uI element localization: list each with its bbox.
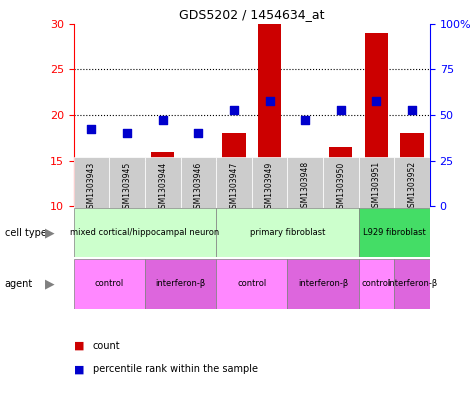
Bar xyxy=(294,174,317,206)
Text: agent: agent xyxy=(5,279,33,289)
Text: mixed cortical/hippocampal neuron: mixed cortical/hippocampal neuron xyxy=(70,228,219,237)
Text: primary fibroblast: primary fibroblast xyxy=(250,228,325,237)
Bar xyxy=(400,133,424,206)
Bar xyxy=(216,208,359,257)
Text: interferon-β: interferon-β xyxy=(387,279,437,288)
Text: control: control xyxy=(95,279,124,288)
Text: interferon-β: interferon-β xyxy=(155,279,206,288)
Text: control: control xyxy=(362,279,391,288)
Bar xyxy=(187,197,210,206)
Text: GSM1303947: GSM1303947 xyxy=(229,161,238,213)
Text: ▶: ▶ xyxy=(45,226,55,239)
Bar xyxy=(252,157,287,208)
Bar xyxy=(180,157,216,208)
Bar xyxy=(80,179,103,206)
Text: interferon-β: interferon-β xyxy=(298,279,348,288)
Text: GSM1303952: GSM1303952 xyxy=(408,161,417,212)
Text: GSM1303944: GSM1303944 xyxy=(158,161,167,213)
Point xyxy=(266,98,274,105)
Point xyxy=(372,98,380,105)
Title: GDS5202 / 1454634_at: GDS5202 / 1454634_at xyxy=(179,8,324,21)
Bar xyxy=(329,147,352,206)
Point xyxy=(230,107,238,114)
Text: ■: ■ xyxy=(74,341,84,351)
Text: percentile rank within the sample: percentile rank within the sample xyxy=(93,364,257,375)
Bar xyxy=(151,151,174,206)
Text: GSM1303949: GSM1303949 xyxy=(265,161,274,213)
Bar xyxy=(359,208,430,257)
Point xyxy=(408,107,416,114)
Text: ▶: ▶ xyxy=(45,277,55,290)
Text: GSM1303946: GSM1303946 xyxy=(194,161,203,213)
Point xyxy=(87,125,95,132)
Point xyxy=(195,130,202,136)
Text: ■: ■ xyxy=(74,364,84,375)
Text: count: count xyxy=(93,341,120,351)
Bar xyxy=(287,259,359,309)
Bar xyxy=(74,157,109,208)
Text: GSM1303951: GSM1303951 xyxy=(372,161,381,212)
Bar xyxy=(365,33,388,206)
Point xyxy=(159,116,166,123)
Bar xyxy=(216,157,252,208)
Text: GSM1303950: GSM1303950 xyxy=(336,161,345,213)
Text: control: control xyxy=(237,279,266,288)
Point xyxy=(124,130,131,136)
Point xyxy=(337,107,345,114)
Bar xyxy=(222,133,246,206)
Bar xyxy=(394,259,430,309)
Bar xyxy=(74,259,145,309)
Bar xyxy=(115,197,139,206)
Bar xyxy=(109,157,145,208)
Point xyxy=(301,116,309,123)
Bar xyxy=(323,157,359,208)
Text: GSM1303943: GSM1303943 xyxy=(87,161,96,213)
Bar xyxy=(258,24,281,206)
Text: GSM1303945: GSM1303945 xyxy=(123,161,132,213)
Text: L929 fibroblast: L929 fibroblast xyxy=(363,228,426,237)
Bar xyxy=(287,157,323,208)
Bar xyxy=(145,157,180,208)
Bar xyxy=(394,157,430,208)
Text: cell type: cell type xyxy=(5,228,47,238)
Bar xyxy=(74,208,216,257)
Bar xyxy=(359,157,394,208)
Bar xyxy=(145,259,216,309)
Text: GSM1303948: GSM1303948 xyxy=(301,161,310,212)
Bar xyxy=(216,259,287,309)
Bar xyxy=(359,259,394,309)
